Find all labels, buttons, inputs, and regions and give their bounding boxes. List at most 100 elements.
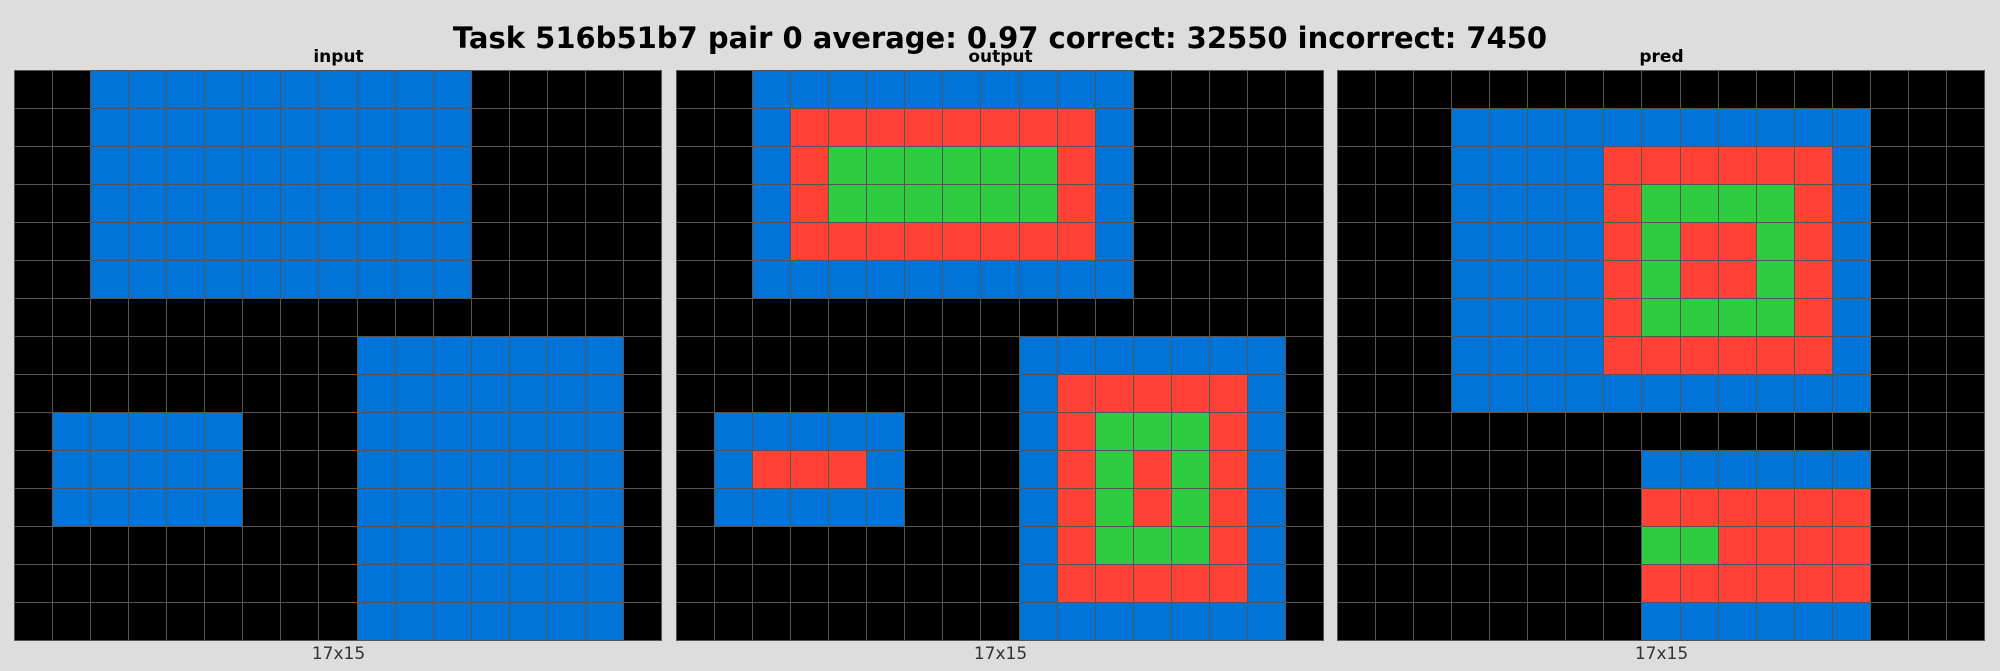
grid-cell-blue bbox=[715, 489, 753, 526]
grid-cell-blue bbox=[433, 109, 471, 146]
grid-cell-black bbox=[1285, 603, 1323, 640]
grid-cell-black bbox=[243, 451, 281, 488]
grid-cell-red bbox=[1680, 147, 1718, 184]
grid-cell-black bbox=[15, 223, 53, 260]
grid-cell-blue bbox=[1642, 603, 1680, 640]
grid-cell-black bbox=[1642, 71, 1680, 108]
grid-cell-black bbox=[167, 527, 205, 564]
grid-cell-black bbox=[1338, 185, 1376, 222]
grid-cell-black bbox=[243, 337, 281, 374]
grid-cell-blue bbox=[205, 223, 243, 260]
grid-cell-black bbox=[1870, 299, 1908, 336]
grid-cell-black bbox=[15, 337, 53, 374]
grid-cell-black bbox=[1414, 337, 1452, 374]
grid-cell-black bbox=[1490, 451, 1528, 488]
grid-cell-black bbox=[15, 375, 53, 412]
grid-cell-black bbox=[281, 527, 319, 564]
grid-cell-blue bbox=[205, 185, 243, 222]
grid-cell-black bbox=[943, 451, 981, 488]
grid-cell-black bbox=[1946, 413, 1984, 450]
grid-cell-blue bbox=[1490, 375, 1528, 412]
grid-cell-black bbox=[1285, 71, 1323, 108]
grid-cell-blue bbox=[205, 261, 243, 298]
grid-cell-blue bbox=[509, 375, 547, 412]
grid-cell-blue bbox=[243, 147, 281, 184]
grid-cell-black bbox=[53, 261, 91, 298]
grid-cell-blue bbox=[1566, 223, 1604, 260]
grid-cell-black bbox=[53, 337, 91, 374]
grid-cell-black bbox=[1870, 489, 1908, 526]
grid-cell-blue bbox=[1642, 375, 1680, 412]
grid-cell-red bbox=[1057, 223, 1095, 260]
grid-cell-black bbox=[791, 337, 829, 374]
grid-cell-black bbox=[623, 527, 661, 564]
grid-cell-red bbox=[1794, 185, 1832, 222]
grid-cell-black bbox=[715, 71, 753, 108]
grid-cell-black bbox=[1604, 489, 1642, 526]
output-panel: output 17x15 bbox=[676, 46, 1325, 667]
grid-cell-blue bbox=[585, 565, 623, 602]
grid-cell-black bbox=[471, 185, 509, 222]
grid-cell-blue bbox=[395, 109, 433, 146]
grid-cell-red bbox=[1019, 223, 1057, 260]
grid-cell-black bbox=[471, 109, 509, 146]
grid-cell-blue bbox=[129, 109, 167, 146]
grid-cell-black bbox=[677, 565, 715, 602]
grid-cell-blue bbox=[547, 451, 585, 488]
grid-cell-blue bbox=[91, 451, 129, 488]
grid-cell-red bbox=[829, 223, 867, 260]
grid-cell-black bbox=[585, 109, 623, 146]
grid-cell-blue bbox=[1528, 185, 1566, 222]
grid-cell-blue bbox=[1171, 603, 1209, 640]
grid-cell-blue bbox=[395, 489, 433, 526]
grid-cell-blue bbox=[357, 109, 395, 146]
grid-cell-black bbox=[91, 603, 129, 640]
grid-cell-blue bbox=[357, 565, 395, 602]
grid-cell-blue bbox=[319, 147, 357, 184]
panel-title: output bbox=[968, 47, 1033, 67]
grid-cell-blue bbox=[167, 451, 205, 488]
grid-cell-red bbox=[791, 147, 829, 184]
grid-cell-black bbox=[1247, 299, 1285, 336]
grid-cell-black bbox=[677, 413, 715, 450]
grid-cell-black bbox=[1338, 489, 1376, 526]
grid-cell-black bbox=[715, 299, 753, 336]
grid-cell-blue bbox=[395, 147, 433, 184]
grid-cell-black bbox=[547, 261, 585, 298]
grid-cell-black bbox=[1908, 223, 1946, 260]
grid-cell-red bbox=[1756, 565, 1794, 602]
grid-cell-black bbox=[981, 565, 1019, 602]
grid-cell-black bbox=[905, 603, 943, 640]
grid-cell-green bbox=[829, 185, 867, 222]
grid-cell-blue bbox=[1452, 337, 1490, 374]
grid-cell-blue bbox=[91, 185, 129, 222]
grid-cell-black bbox=[1946, 299, 1984, 336]
grid-cell-blue bbox=[1247, 451, 1285, 488]
grid-cell-blue bbox=[91, 413, 129, 450]
grid-cell-green bbox=[905, 185, 943, 222]
grid-cell-green bbox=[1095, 413, 1133, 450]
grid-cell-black bbox=[753, 565, 791, 602]
grid-cell-green bbox=[943, 147, 981, 184]
grid-cell-black bbox=[281, 489, 319, 526]
grid-cell-black bbox=[53, 71, 91, 108]
grid-cell-red bbox=[791, 223, 829, 260]
grid-cell-blue bbox=[1490, 261, 1528, 298]
grid-cell-blue bbox=[1133, 337, 1171, 374]
grid-cell-red bbox=[829, 109, 867, 146]
grid-cell-blue bbox=[1490, 337, 1528, 374]
grid-cell-black bbox=[1171, 299, 1209, 336]
grid-cell-black bbox=[15, 565, 53, 602]
grid-cell-blue bbox=[547, 413, 585, 450]
grid-cell-black bbox=[1376, 527, 1414, 564]
grid-cell-black bbox=[943, 565, 981, 602]
grid-cell-black bbox=[623, 223, 661, 260]
grid-cell-black bbox=[1566, 489, 1604, 526]
grid-cell-red bbox=[1718, 527, 1756, 564]
grid-cell-black bbox=[357, 299, 395, 336]
grid-cell-black bbox=[623, 451, 661, 488]
grid-cell-blue bbox=[167, 71, 205, 108]
grid-cell-red bbox=[1832, 565, 1870, 602]
grid-cell-black bbox=[129, 299, 167, 336]
grid-cell-black bbox=[1285, 451, 1323, 488]
